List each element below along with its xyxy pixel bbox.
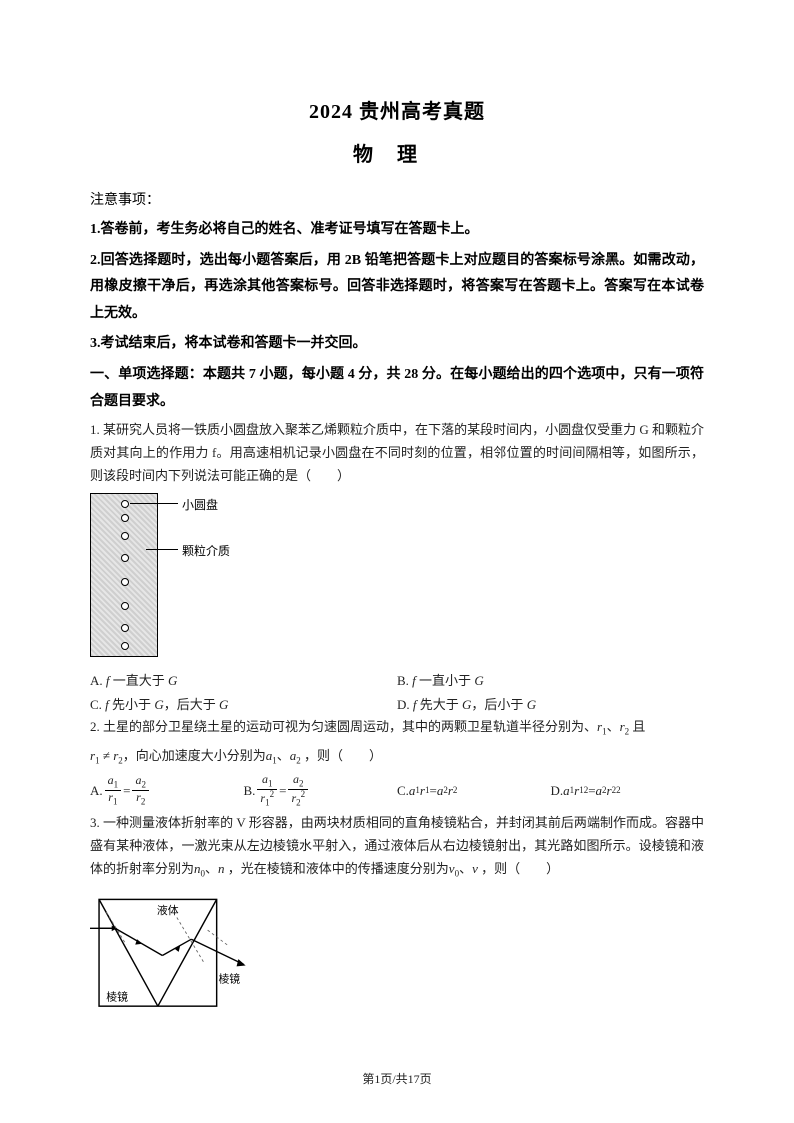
- figure-2: 液体 棱镜 棱镜: [90, 888, 704, 1028]
- notice-item-2: 2.回答选择题时，选出每小题答案后，用 2B 铅笔把答题卡上对应题目的答案标号涂…: [90, 248, 704, 328]
- question-1-option-b: B. f 一直小于 G: [397, 669, 704, 692]
- title-subject: 物理: [90, 138, 704, 167]
- figure-1-dot: [121, 624, 129, 632]
- figure-1-leader-line: [130, 503, 178, 504]
- title-main: 2024 贵州高考真题: [90, 95, 704, 124]
- question-2-option-a: A. a1r1 = a2r2: [90, 774, 244, 808]
- notice-item-3: 3.考试结束后，将本试卷和答题卡一并交回。: [90, 331, 704, 358]
- figure-1-dot: [121, 554, 129, 562]
- figure-1-label-medium: 颗粒介质: [182, 542, 230, 559]
- figure-1-column: [90, 493, 158, 657]
- question-1-options-row-1: A. f 一直大于 G B. f 一直小于 G: [90, 669, 704, 692]
- question-1-text: 1. 某研究人员将一铁质小圆盘放入聚苯乙烯颗粒介质中，在下落的某段时间内，小圆盘…: [90, 419, 704, 487]
- question-2-option-c: C. a1r1 = a2r2: [397, 775, 551, 806]
- question-2-text: 2. 土星的部分卫星绕土星的运动可视为匀速圆周运动，其中的两颗卫星轨道半径分别为…: [90, 716, 704, 769]
- figure-1-dot: [121, 602, 129, 610]
- figure-1-dot: [121, 500, 129, 508]
- question-1-option-d: D. f 先大于 G，后小于 G: [397, 693, 704, 716]
- question-2-options: A. a1r1 = a2r2 B. a1r12 = a2r22 C. a1r1 …: [90, 773, 704, 809]
- figure-2-label-prism-left: 棱镜: [106, 990, 128, 1004]
- question-1-option-a: A. f 一直大于 G: [90, 669, 397, 692]
- question-1-options-row-2: C. f 先小于 G，后大于 G D. f 先大于 G，后小于 G: [90, 693, 704, 716]
- figure-1-dot: [121, 532, 129, 540]
- page: 2024 贵州高考真题 物理 注意事项： 1.答卷前，考生务必将自己的姓名、准考…: [0, 0, 794, 1123]
- question-1-option-c: C. f 先小于 G，后大于 G: [90, 693, 397, 716]
- figure-1-dot: [121, 514, 129, 522]
- section-1-heading: 一、单项选择题：本题共 7 小题，每小题 4 分，共 28 分。在每小题给出的四…: [90, 362, 704, 415]
- figure-2-label-liquid: 液体: [157, 903, 179, 917]
- figure-1-dot: [121, 642, 129, 650]
- figure-2-svg: 液体 棱镜 棱镜: [90, 888, 280, 1023]
- page-number: 第1页/共17页: [0, 1070, 794, 1087]
- question-2-option-d: D. a1r12 = a2r22: [551, 775, 705, 806]
- figure-1-dot: [121, 578, 129, 586]
- notice-item-1: 1.答卷前，考生务必将自己的姓名、准考证号填写在答题卡上。: [90, 217, 704, 244]
- notice-heading: 注意事项：: [90, 189, 704, 209]
- question-3-text: 3. 一种测量液体折射率的 V 形容器，由两块材质相同的直角棱镜粘合，并封闭其前…: [90, 812, 704, 882]
- figure-2-label-prism-right: 棱镜: [218, 972, 240, 986]
- figure-1-label-disk: 小圆盘: [182, 496, 218, 513]
- question-2-option-b: B. a1r12 = a2r22: [244, 773, 398, 809]
- figure-1: 小圆盘 颗粒介质: [90, 493, 704, 663]
- figure-1-leader-line: [146, 549, 178, 550]
